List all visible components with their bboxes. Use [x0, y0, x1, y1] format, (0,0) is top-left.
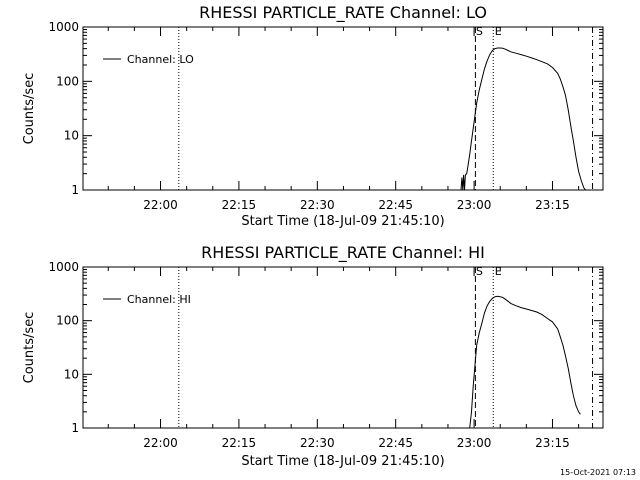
x-tick-label: 22:45	[378, 436, 413, 450]
chart-title: RHESSI PARTICLE_RATE Channel: LO	[199, 3, 487, 23]
x-tick-label: 23:00	[457, 198, 492, 212]
y-tick-label: 100	[56, 314, 79, 328]
marker-label-e: E	[495, 25, 502, 38]
legend-label: Channel: LO	[127, 53, 194, 66]
y-tick-label: 1000	[48, 20, 79, 34]
x-tick-label: 23:00	[457, 436, 492, 450]
y-tick-label: 1	[71, 183, 79, 197]
chart-panel-lo: RHESSI PARTICLE_RATE Channel: LO 22:00 22:…	[22, 3, 604, 229]
x-tick-label: 22:15	[222, 198, 257, 212]
y-tick-label: 10	[64, 367, 79, 381]
marker-label-s: S	[476, 25, 483, 38]
y-tick-label: 1000	[48, 260, 79, 274]
timestamp-footer: 15-Oct-2021 07:13	[560, 468, 636, 477]
series-line	[469, 295, 581, 428]
y-axis-label: Counts/sec	[22, 312, 37, 384]
x-tick-label: 22:00	[143, 198, 178, 212]
chart-panel-hi: RHESSI PARTICLE_RATE Channel: HI 22:00 22:…	[22, 243, 604, 469]
x-tick-label: 22:45	[378, 198, 413, 212]
y-axis-label: Counts/sec	[22, 73, 37, 145]
x-axis-label: Start Time (18-Jul-09 21:45:10)	[241, 454, 444, 469]
x-tick-label: 23:15	[535, 198, 570, 212]
plot-frame	[82, 266, 604, 429]
chart-title: RHESSI PARTICLE_RATE Channel: HI	[201, 243, 485, 263]
x-tick-label: 22:30	[300, 436, 335, 450]
x-tick-label: 23:15	[535, 436, 570, 450]
x-tick-label: 22:30	[300, 198, 335, 212]
legend-label: Channel: HI	[127, 293, 191, 306]
x-axis-label: Start Time (18-Jul-09 21:45:10)	[241, 214, 444, 229]
x-tick-label: 22:15	[222, 436, 257, 450]
series-line	[460, 47, 586, 190]
plot-frame	[82, 26, 604, 191]
y-tick-label: 100	[56, 74, 79, 88]
marker-label-s: S	[476, 265, 483, 278]
y-tick-label: 1	[71, 421, 79, 435]
y-tick-label: 10	[64, 129, 79, 143]
x-tick-label: 22:00	[143, 436, 178, 450]
marker-label-e: E	[495, 265, 502, 278]
